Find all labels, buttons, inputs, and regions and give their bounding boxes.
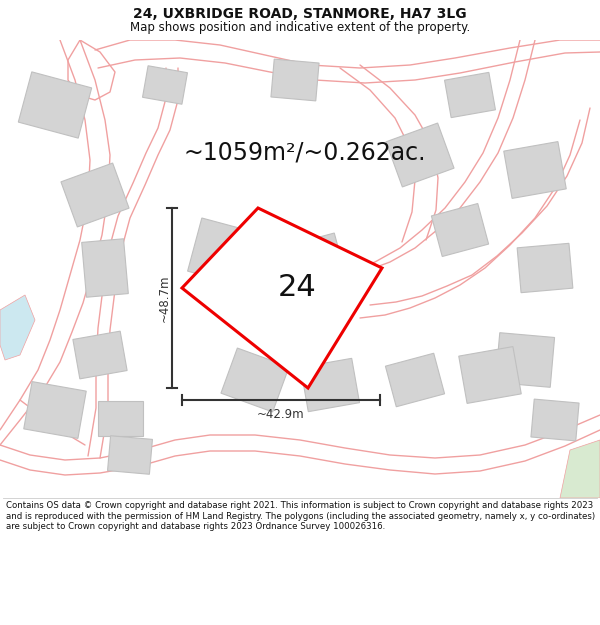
Text: ~1059m²/~0.262ac.: ~1059m²/~0.262ac. [184,140,426,164]
Polygon shape [386,123,454,187]
Polygon shape [188,218,242,282]
Text: 24: 24 [278,274,317,302]
Polygon shape [560,440,600,498]
Polygon shape [531,399,579,441]
Polygon shape [82,239,128,298]
Polygon shape [271,59,319,101]
Polygon shape [385,353,445,407]
Polygon shape [107,436,152,474]
Polygon shape [97,401,143,436]
Polygon shape [445,72,496,118]
Text: ~48.7m: ~48.7m [157,274,170,322]
Polygon shape [504,142,566,198]
Polygon shape [459,347,521,403]
Text: ~42.9m: ~42.9m [257,408,305,421]
Polygon shape [19,72,92,138]
Text: 24, UXBRIDGE ROAD, STANMORE, HA7 3LG: 24, UXBRIDGE ROAD, STANMORE, HA7 3LG [133,7,467,21]
Text: Map shows position and indicative extent of the property.: Map shows position and indicative extent… [130,21,470,34]
Polygon shape [143,66,187,104]
Polygon shape [301,358,359,412]
Text: Contains OS data © Crown copyright and database right 2021. This information is : Contains OS data © Crown copyright and d… [6,501,595,531]
Polygon shape [271,233,349,303]
Polygon shape [73,331,127,379]
Polygon shape [496,332,554,388]
Polygon shape [24,382,86,438]
Polygon shape [0,295,35,360]
Polygon shape [221,348,289,412]
Polygon shape [182,208,382,388]
Polygon shape [431,204,488,256]
Polygon shape [61,163,129,227]
Polygon shape [517,243,573,292]
